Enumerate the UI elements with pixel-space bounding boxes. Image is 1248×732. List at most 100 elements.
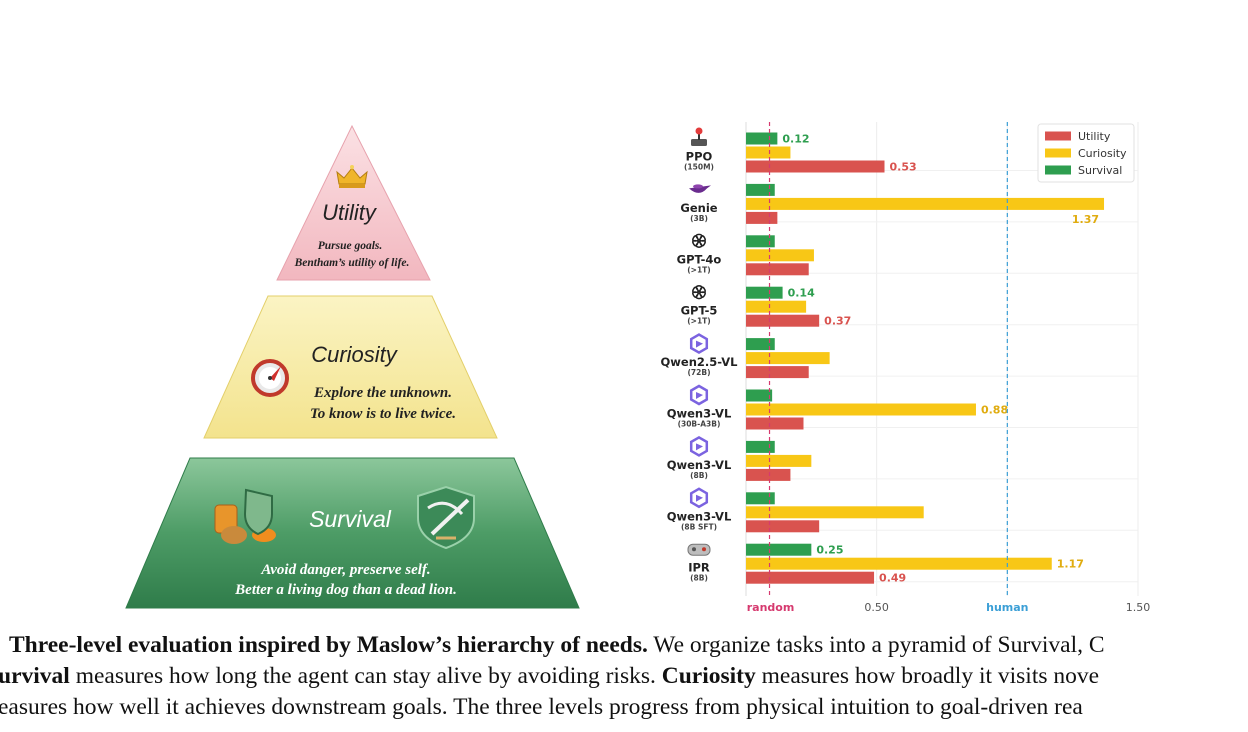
caption-line2-rest: measures how long the agent can stay ali… bbox=[69, 663, 662, 689]
category-name: Qwen3-VL bbox=[667, 407, 732, 421]
caption-line1-bold: Three-level evaluation inspired by Maslo… bbox=[9, 632, 648, 658]
bar-label: 0.88 bbox=[981, 404, 1008, 417]
bar-survival bbox=[746, 492, 775, 505]
caption-line3: easures how well it achieves downstream … bbox=[0, 694, 1083, 720]
bar-curiosity bbox=[746, 506, 924, 519]
qwen-icon bbox=[689, 487, 709, 509]
bar-survival bbox=[746, 286, 783, 299]
bar-label: 0.53 bbox=[890, 161, 917, 174]
qwen-icon bbox=[689, 333, 709, 355]
survival-line2: Better a living dog than a dead lion. bbox=[234, 582, 457, 598]
category-size: (>1T) bbox=[687, 317, 710, 326]
bar-utility bbox=[746, 160, 885, 173]
category-name: GPT-5 bbox=[681, 304, 718, 318]
caption-line1-rest: We organize tasks into a pyramid of Surv… bbox=[647, 632, 1105, 658]
bar-curiosity bbox=[746, 557, 1052, 570]
compass-icon bbox=[251, 359, 289, 397]
bar-survival bbox=[746, 338, 775, 351]
category-name: Qwen3-VL bbox=[667, 509, 732, 523]
category-name: Qwen2.5-VL bbox=[661, 355, 739, 369]
curiosity-line1: Explore the unknown. bbox=[313, 385, 452, 401]
bar-curiosity bbox=[746, 146, 791, 159]
bar-utility bbox=[746, 468, 791, 481]
category-size: (72B) bbox=[687, 368, 710, 377]
bar-survival bbox=[746, 132, 778, 145]
category-size: (150M) bbox=[684, 163, 714, 172]
crown-icon bbox=[336, 165, 368, 188]
utility-tier: Utility Pursue goals. Bentham’s utility … bbox=[276, 124, 431, 281]
x-ticks: random human 0.50 1.50 bbox=[747, 601, 1151, 614]
bar-chart: 0.12 0.14 0.25 1.37 0.88 1.17 0.53 0.37 0.49 PPO… bbox=[661, 122, 1151, 614]
category-name: IPR bbox=[688, 561, 710, 575]
legend: Utility Curiosity Survival bbox=[1037, 123, 1135, 183]
bar-curiosity bbox=[746, 454, 812, 467]
category-size: (3B) bbox=[690, 214, 708, 223]
bar-curiosity bbox=[746, 352, 830, 365]
bar-label: 0.49 bbox=[879, 572, 906, 585]
bar-utility bbox=[746, 211, 778, 224]
bar-curiosity bbox=[746, 249, 814, 262]
bar-utility bbox=[746, 520, 820, 533]
category-size: (30B-A3B) bbox=[678, 420, 721, 429]
bar-curiosity bbox=[746, 300, 807, 313]
bar-label: 0.14 bbox=[788, 287, 815, 300]
category-size: (>1T) bbox=[687, 265, 710, 274]
bar-label: 0.25 bbox=[816, 544, 843, 557]
category-labels: PPO(150M)Genie(3B)GPT-4o(>1T)GPT-5(>1T)Q… bbox=[661, 127, 739, 583]
caption-line2-bold2: Curiosity bbox=[661, 663, 756, 689]
bar-utility bbox=[746, 263, 809, 276]
caption-line2-rest2: measures how broadly it visits nove bbox=[755, 663, 1100, 689]
bar-survival bbox=[746, 543, 812, 556]
survival-tier: Survival Avoid danger, preserve self. Be… bbox=[125, 457, 580, 609]
bar-utility bbox=[746, 417, 804, 430]
category-size: (8B) bbox=[690, 471, 708, 480]
curiosity-tier: Curiosity Explore the unknown. To know i… bbox=[203, 295, 498, 439]
bar-label: 0.12 bbox=[782, 133, 809, 146]
gamepad-icon bbox=[687, 543, 711, 556]
legend-swatch bbox=[1045, 131, 1071, 141]
bar-labels: 0.12 0.14 0.25 1.37 0.88 1.17 0.53 0.37 0.49 bbox=[782, 133, 1099, 585]
qwen-icon bbox=[689, 435, 709, 457]
x-tick-label: 1.50 bbox=[1126, 601, 1151, 614]
bar-label: 1.37 bbox=[1072, 213, 1099, 226]
bar-utility bbox=[746, 571, 875, 584]
legend-label: Survival bbox=[1078, 164, 1122, 177]
reference-lines bbox=[768, 122, 1008, 596]
category-name: PPO bbox=[686, 150, 713, 164]
legend-swatch bbox=[1045, 165, 1071, 175]
bar-utility bbox=[746, 366, 809, 379]
legend-label: Curiosity bbox=[1078, 147, 1127, 160]
openai-icon bbox=[692, 285, 706, 300]
bar-survival bbox=[746, 183, 775, 196]
category-size: (8B) bbox=[690, 574, 708, 583]
utility-line1: Pursue goals. bbox=[318, 240, 383, 252]
x-tick-label: 0.50 bbox=[864, 601, 889, 614]
figure-caption: Three-level evaluation inspired by Maslo… bbox=[0, 630, 1248, 732]
utility-line2: Bentham’s utility of life. bbox=[294, 257, 410, 269]
bar-label: 1.17 bbox=[1057, 558, 1084, 571]
bars bbox=[746, 132, 1105, 584]
bar-curiosity bbox=[746, 197, 1105, 210]
bar-survival bbox=[746, 440, 775, 453]
utility-title: Utility bbox=[322, 200, 378, 225]
bar-curiosity bbox=[746, 403, 976, 416]
genie-lamp-icon bbox=[689, 184, 711, 193]
shield-tools-icon bbox=[214, 485, 475, 550]
bar-label: 0.37 bbox=[824, 315, 851, 328]
bar-survival bbox=[746, 389, 773, 402]
survival-line1: Avoid danger, preserve self. bbox=[260, 562, 430, 578]
openai-icon bbox=[692, 233, 706, 248]
category-size: (8B SFT) bbox=[681, 522, 717, 531]
legend-label: Utility bbox=[1078, 130, 1111, 143]
legend-swatch bbox=[1045, 148, 1071, 158]
survival-title: Survival bbox=[309, 506, 392, 532]
bar-survival bbox=[746, 235, 775, 248]
curiosity-title: Curiosity bbox=[311, 342, 399, 367]
qwen-icon bbox=[689, 384, 709, 406]
category-name: Qwen3-VL bbox=[667, 458, 732, 472]
caption-line2-bold: urvival bbox=[0, 663, 70, 689]
curiosity-line2: To know is to live twice. bbox=[310, 406, 456, 422]
joystick-icon bbox=[691, 127, 707, 146]
pyramid: Utility Pursue goals. Bentham’s utility … bbox=[125, 124, 580, 609]
